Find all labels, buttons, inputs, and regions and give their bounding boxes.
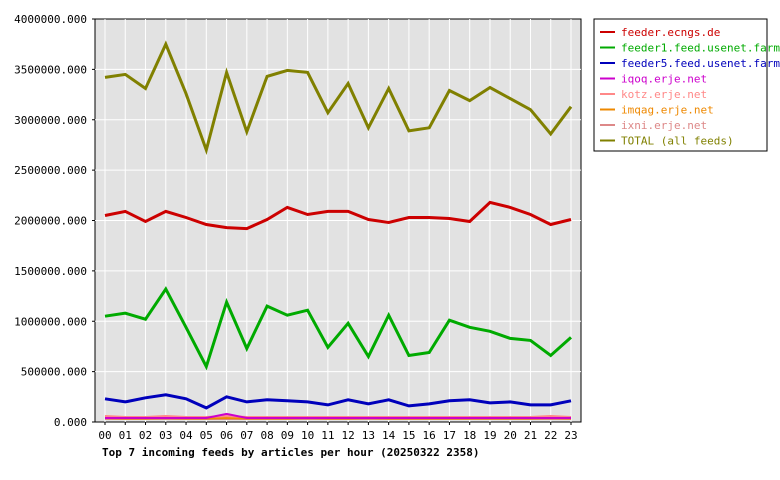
x-tick-label: 02 bbox=[139, 429, 152, 442]
x-tick-label: 06 bbox=[220, 429, 233, 442]
x-axis-ticks: 00 01 02 03 04 05 06 07 08 09 10 11 12 13 14 15 16 17 18 19… bbox=[98, 422, 578, 442]
legend-entry: TOTAL (all feeds) bbox=[621, 135, 734, 148]
chart-title: Top 7 incoming feeds by articles per hou… bbox=[102, 446, 480, 459]
y-tick-label: 500000.000 bbox=[21, 366, 87, 379]
x-tick-label: 10 bbox=[301, 429, 314, 442]
y-tick-label: 3000000.000 bbox=[14, 114, 87, 127]
y-tick-label: 1500000.000 bbox=[14, 265, 87, 278]
x-tick-label: 19 bbox=[483, 429, 496, 442]
x-tick-label: 00 bbox=[98, 429, 111, 442]
x-tick-label: 17 bbox=[443, 429, 456, 442]
y-tick-label: 1000000.000 bbox=[14, 315, 87, 328]
legend-entry: iqoq.erje.net bbox=[621, 73, 707, 86]
legend-entry: feeder1.feed.usenet.farm bbox=[621, 42, 780, 55]
legend-entry: feeder5.feed.usenet.farm bbox=[621, 57, 780, 70]
y-tick-label: 2500000.000 bbox=[14, 164, 87, 177]
x-tick-label: 20 bbox=[504, 429, 517, 442]
legend-entry: feeder.ecngs.de bbox=[621, 26, 720, 39]
legend: feeder.ecngs.de feeder1.feed.usenet.farm f… bbox=[593, 18, 780, 152]
x-tick-label: 21 bbox=[524, 429, 537, 442]
series-line-total-all-feeds bbox=[104, 40, 573, 156]
x-tick-label: 14 bbox=[382, 429, 396, 442]
x-tick-label: 12 bbox=[342, 429, 355, 442]
x-tick-label: 09 bbox=[281, 429, 294, 442]
legend-box bbox=[593, 18, 768, 152]
series-line-feeder5-feed-usenet-farm bbox=[104, 393, 572, 410]
series-line-feeder1-feed-usenet-farm bbox=[104, 286, 572, 371]
x-tick-label: 16 bbox=[423, 429, 436, 442]
y-tick-label: 0.000 bbox=[54, 416, 87, 429]
x-tick-label: 23 bbox=[564, 429, 577, 442]
series-line-kotz-erje-net bbox=[104, 414, 572, 418]
x-tick-label: 18 bbox=[463, 429, 476, 442]
y-tick-label: 4000000.000 bbox=[14, 13, 87, 26]
y-axis-ticks: 0.000 500000.000 1000000.000 1500000.000 200… bbox=[14, 13, 95, 429]
x-tick-label: 04 bbox=[179, 429, 193, 442]
series-line-feeder-ecngs-de bbox=[104, 200, 572, 231]
x-tick-label: 07 bbox=[240, 429, 253, 442]
y-tick-label: 3500000.000 bbox=[14, 63, 87, 76]
x-tick-label: 08 bbox=[260, 429, 273, 442]
x-tick-label: 13 bbox=[362, 429, 375, 442]
legend-entry: imqag.erje.net bbox=[621, 104, 714, 117]
x-tick-label: 22 bbox=[544, 429, 557, 442]
x-tick-label: 03 bbox=[159, 429, 172, 442]
x-tick-label: 15 bbox=[402, 429, 415, 442]
x-tick-label: 01 bbox=[119, 429, 132, 442]
series-lines bbox=[104, 40, 573, 420]
series-line-iqoq-erje-net bbox=[105, 412, 571, 419]
x-tick-label: 05 bbox=[200, 429, 213, 442]
legend-entry: kotz.erje.net bbox=[621, 88, 707, 101]
y-tick-label: 2000000.000 bbox=[14, 215, 87, 228]
legend-entry: ixni.erje.net bbox=[621, 119, 707, 132]
x-tick-label: 11 bbox=[321, 429, 334, 442]
